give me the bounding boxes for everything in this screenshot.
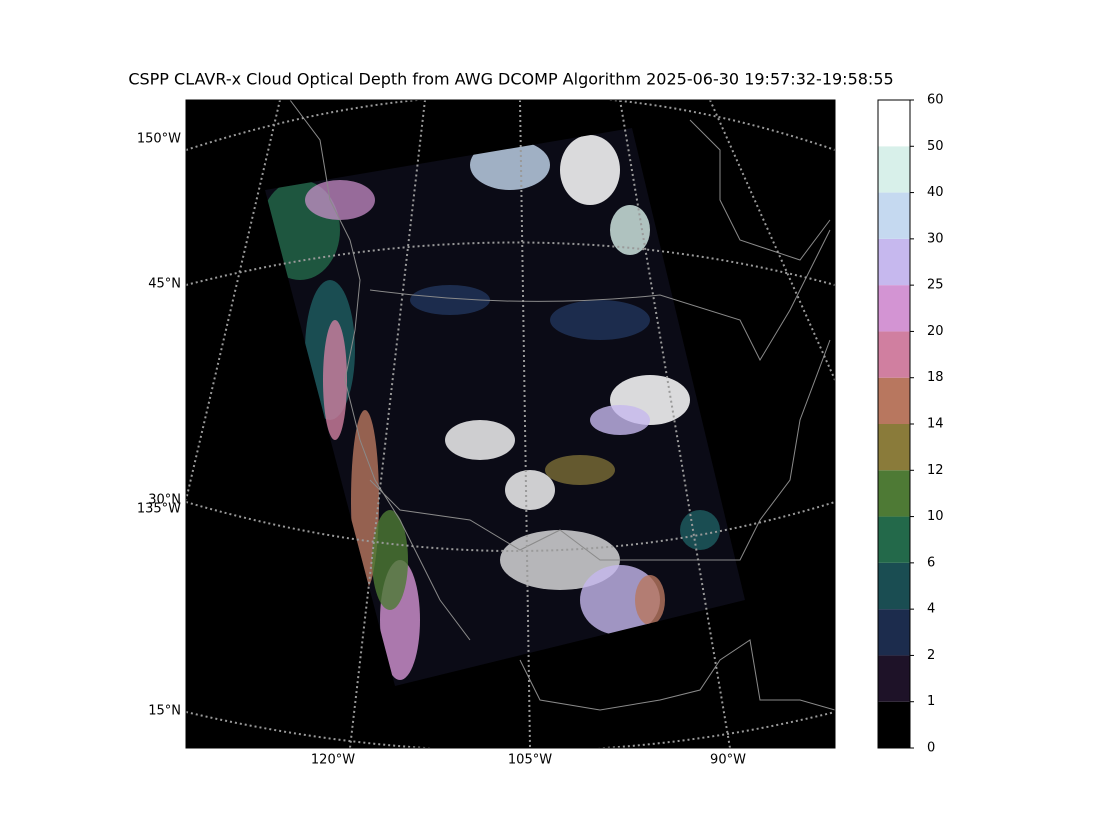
graticule-label: 15°N <box>148 704 181 719</box>
colorbar-segment <box>878 470 910 517</box>
map-title: CSPP CLAVR-x Cloud Optical Depth from AW… <box>128 70 893 89</box>
colorbar-segment <box>878 701 910 748</box>
graticule-label: 120°W <box>311 753 355 768</box>
graticule-line <box>519 100 531 748</box>
colorbar-segment <box>878 562 910 610</box>
coastline <box>519 639 835 711</box>
colorbar-segment <box>878 609 910 656</box>
colorbar-segment <box>878 146 910 193</box>
graticule-line <box>349 100 426 748</box>
colorbar-tick-label: 50 <box>927 139 944 154</box>
colorbar-segment <box>878 655 910 702</box>
graticule-label: 90°W <box>710 753 746 768</box>
coastline <box>689 119 831 261</box>
colorbar-tick-label: 6 <box>927 555 935 570</box>
graticule-label: 105°W <box>508 753 552 768</box>
colorbar-tick-label: 25 <box>927 278 944 293</box>
colorbar-segment <box>878 100 910 147</box>
graticule-line <box>186 241 835 286</box>
map-area <box>186 100 835 748</box>
colorbar-tick-label: 10 <box>927 509 944 524</box>
graticule-label: 135°W <box>137 502 181 517</box>
colorbar-tick-label: 60 <box>927 93 944 108</box>
colorbar-tick-label: 12 <box>927 463 944 478</box>
colorbar-tick-label: 1 <box>927 694 935 709</box>
colorbar-tick-label: 40 <box>927 185 944 200</box>
graticule-label: 150°W <box>137 132 181 147</box>
colorbar-tick-label: 14 <box>927 417 944 432</box>
graticule-label: 45°N <box>148 277 181 292</box>
colorbar-segment <box>878 238 910 286</box>
map-frame <box>185 99 836 749</box>
graticule-line <box>186 501 835 552</box>
colorbar-tick-label: 0 <box>927 741 935 756</box>
colorbar-segment <box>878 331 910 378</box>
graticule-line <box>709 100 835 381</box>
colorbar-tick-label: 20 <box>927 324 944 339</box>
colorbar-tick-label: 2 <box>927 648 935 663</box>
colorbar-segment <box>878 424 910 471</box>
colorbar-tick-label: 18 <box>927 370 944 385</box>
colorbar-segment <box>878 516 910 563</box>
coastline <box>369 339 831 561</box>
colorbar-tick-label: 30 <box>927 231 944 246</box>
border <box>369 229 831 362</box>
colorbar-segment <box>878 377 910 424</box>
graticule-label: 30°N <box>148 493 181 508</box>
colorbar-segment <box>878 285 910 332</box>
coastline <box>289 100 471 641</box>
graticule-line <box>186 711 835 748</box>
colorbar-segment <box>878 192 910 239</box>
colorbar-tick-label: 4 <box>927 602 935 617</box>
graticule-line <box>186 100 281 501</box>
